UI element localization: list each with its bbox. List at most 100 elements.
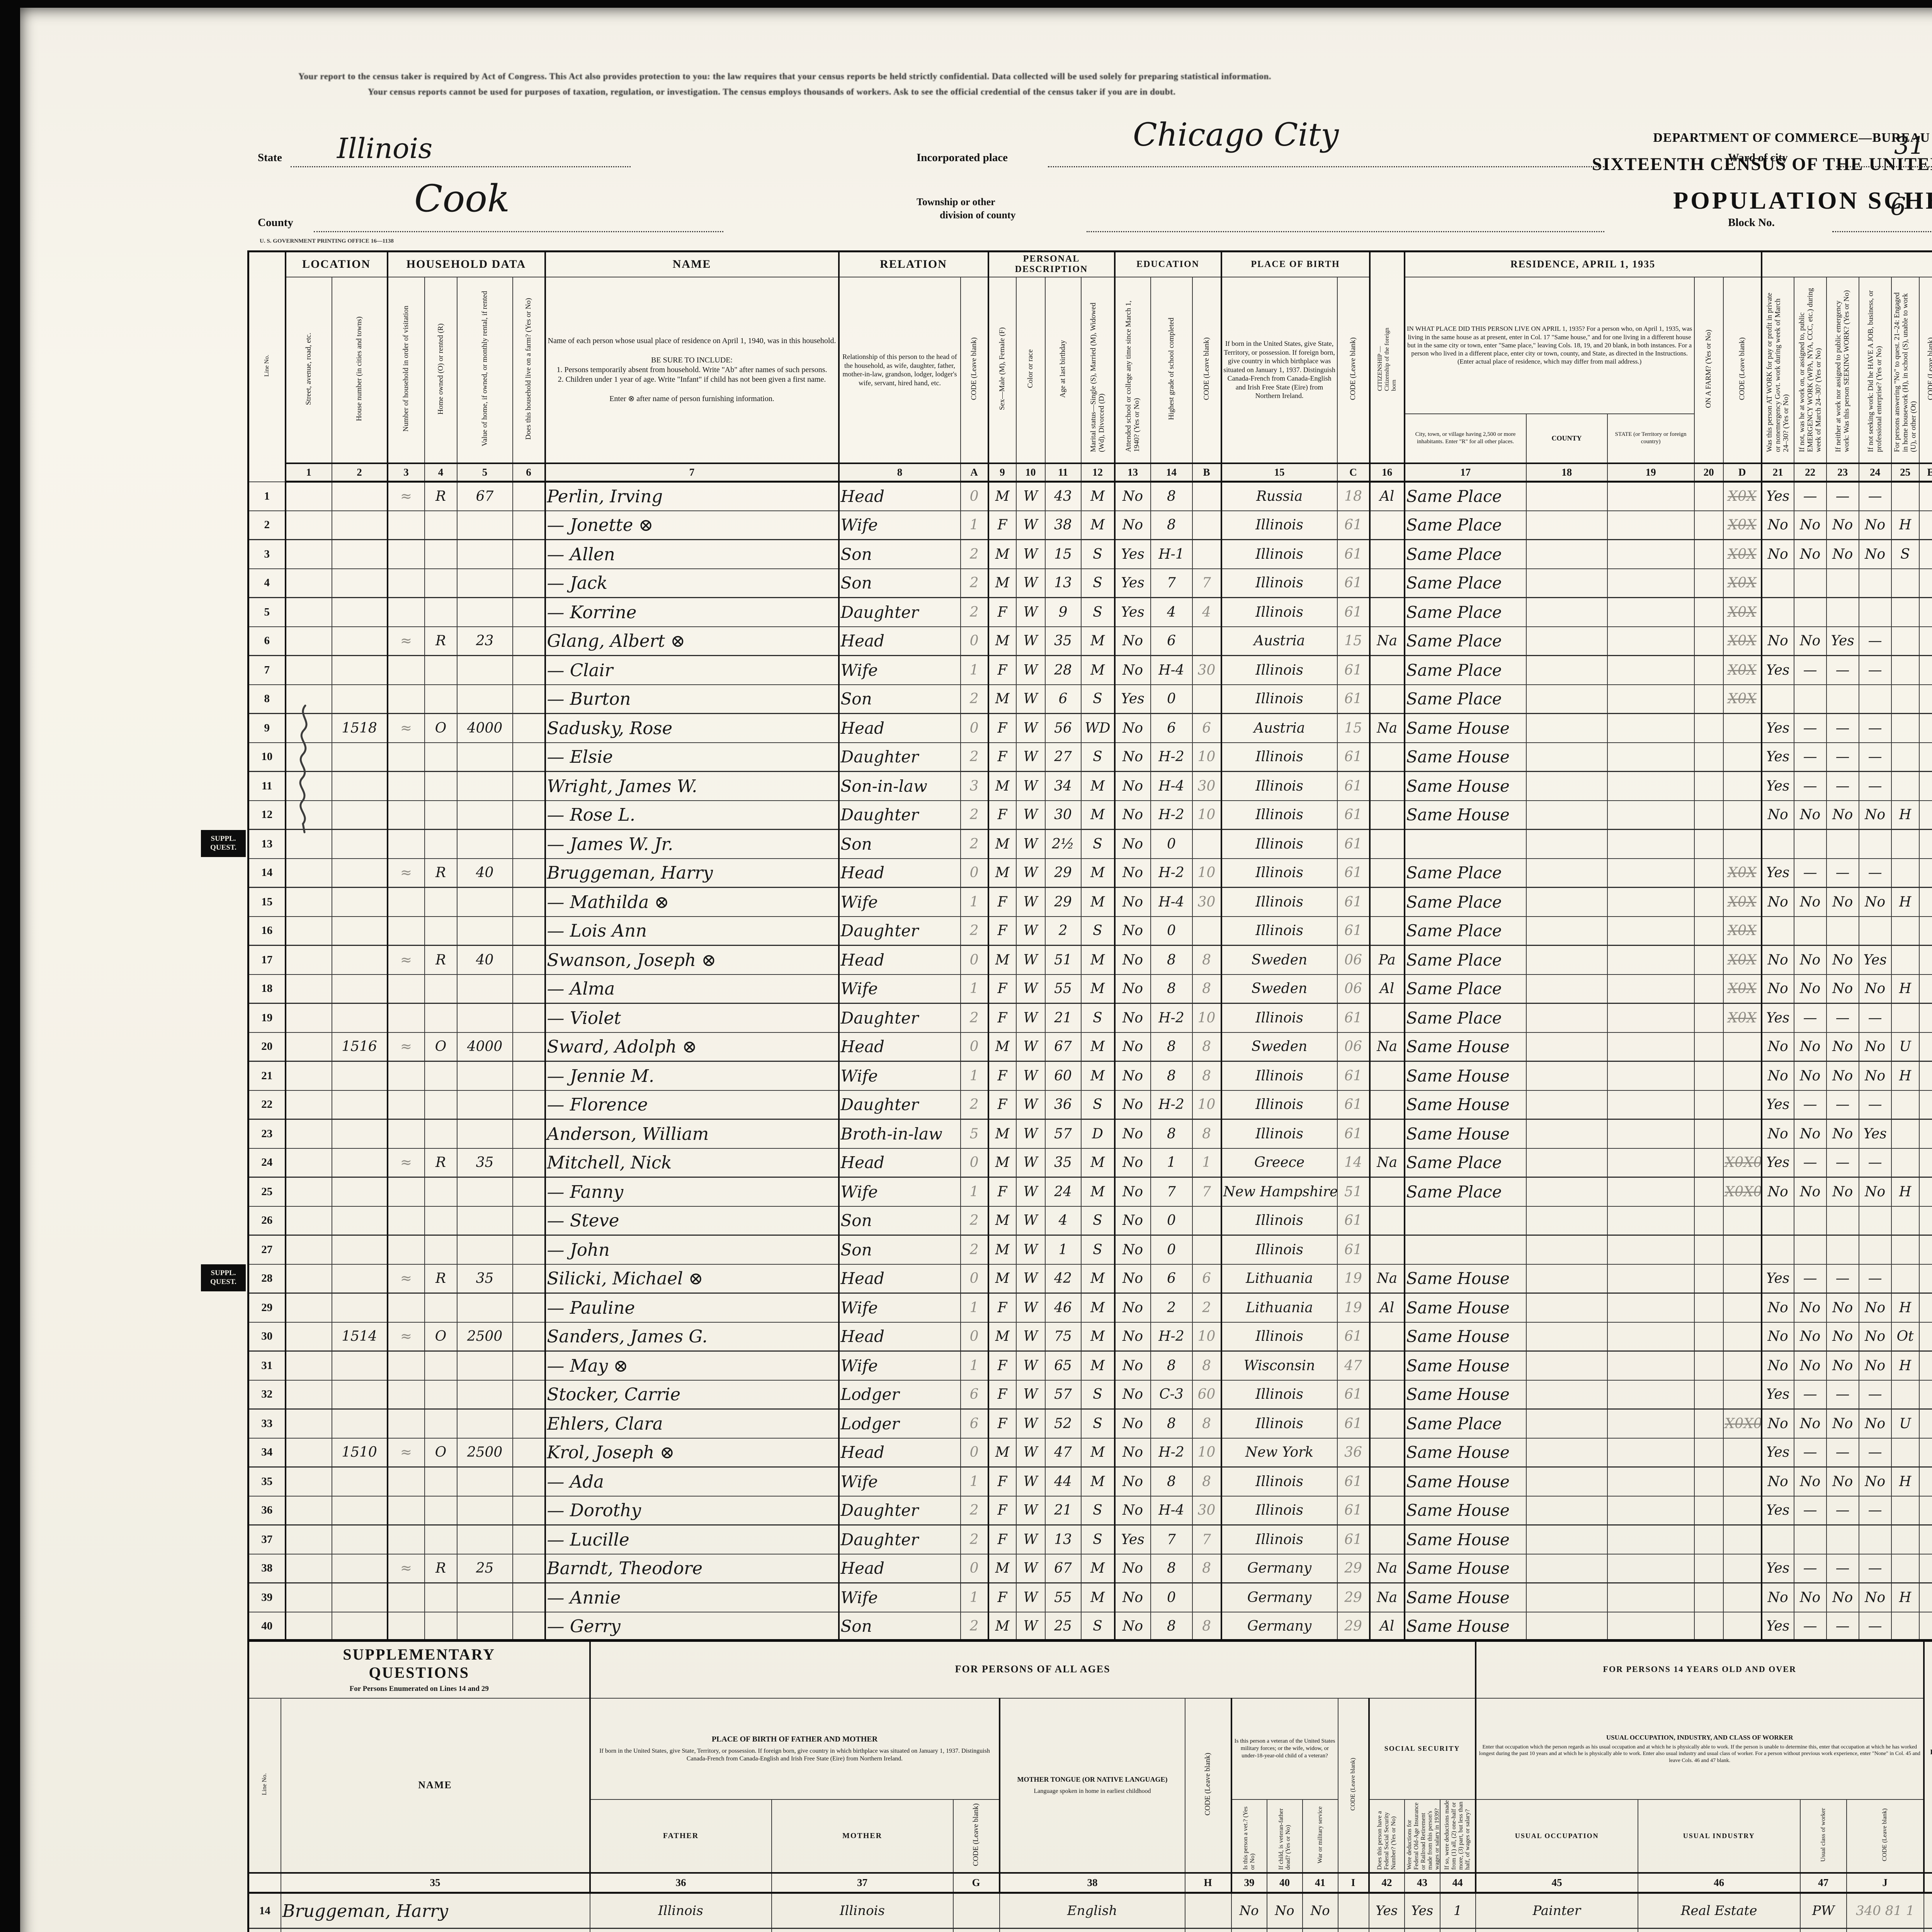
- entry-cell[interactable]: 06: [1337, 945, 1370, 975]
- entry-cell[interactable]: 0: [1150, 829, 1193, 859]
- entry-cell[interactable]: —: [1858, 1148, 1892, 1178]
- residence-1935[interactable]: Same Place: [1403, 597, 1527, 627]
- entry-cell[interactable]: No: [1114, 1264, 1151, 1294]
- entry-cell[interactable]: 2: [960, 1495, 989, 1526]
- entry-cell[interactable]: W: [1015, 481, 1046, 511]
- supp-entry-cell[interactable]: No: [1404, 1928, 1440, 1932]
- entry-cell[interactable]: No: [1114, 945, 1151, 975]
- entry-cell[interactable]: Yes: [1114, 597, 1151, 627]
- residence-1935[interactable]: Same House: [1403, 713, 1527, 743]
- entry-cell[interactable]: M: [1080, 858, 1115, 888]
- person-name[interactable]: — Jennie M.: [544, 1061, 839, 1091]
- entry-cell[interactable]: 2: [960, 1611, 989, 1641]
- entry-cell[interactable]: —: [1826, 742, 1859, 772]
- relation[interactable]: Broth-in-law: [838, 1119, 961, 1149]
- entry-cell[interactable]: —: [1793, 1553, 1827, 1583]
- entry-cell[interactable]: 65: [1044, 1350, 1082, 1381]
- entry-cell[interactable]: No: [1858, 800, 1892, 830]
- supp-entry-cell[interactable]: Painter: [1475, 1892, 1638, 1929]
- entry-cell[interactable]: 8: [1192, 1119, 1222, 1149]
- entry-cell[interactable]: No: [1114, 1611, 1151, 1641]
- entry-cell[interactable]: X0X: [1723, 481, 1762, 511]
- entry-cell[interactable]: Na: [1369, 1264, 1405, 1294]
- residence-1935[interactable]: Same House: [1403, 1090, 1527, 1120]
- entry-cell[interactable]: W: [1015, 742, 1046, 772]
- entry-cell[interactable]: 18: [1337, 481, 1370, 511]
- entry-cell[interactable]: Sweden: [1220, 945, 1338, 975]
- entry-cell[interactable]: —: [1793, 713, 1827, 743]
- entry-cell[interactable]: No: [1114, 916, 1151, 946]
- entry-cell[interactable]: M: [1080, 771, 1115, 801]
- residence-1935[interactable]: Same House: [1403, 1379, 1527, 1410]
- entry-cell[interactable]: W: [1015, 1408, 1046, 1439]
- entry-cell[interactable]: 61: [1337, 1206, 1370, 1236]
- entry-cell[interactable]: H-2: [1150, 1321, 1193, 1352]
- entry-cell[interactable]: No: [1760, 1582, 1794, 1612]
- entry-cell[interactable]: 19: [1337, 1264, 1370, 1294]
- entry-cell[interactable]: No: [1114, 1582, 1151, 1612]
- entry-cell[interactable]: No: [1793, 1177, 1827, 1207]
- entry-cell[interactable]: ≈: [386, 1437, 425, 1468]
- supp-entry-cell[interactable]: Lithuanian: [999, 1928, 1185, 1932]
- entry-cell[interactable]: 61: [1337, 655, 1370, 685]
- entry-cell[interactable]: —: [1858, 1379, 1892, 1410]
- entry-cell[interactable]: M: [987, 1235, 1017, 1265]
- relation[interactable]: Wife: [838, 1466, 961, 1497]
- entry-cell[interactable]: 35: [1044, 1148, 1082, 1178]
- entry-cell[interactable]: W: [1015, 1524, 1046, 1554]
- entry-cell[interactable]: Lithuania: [1220, 1293, 1338, 1323]
- entry-cell[interactable]: M: [987, 1611, 1017, 1641]
- entry-cell[interactable]: No: [1114, 1466, 1151, 1497]
- entry-cell[interactable]: Na: [1369, 626, 1405, 656]
- entry-cell[interactable]: —: [1858, 1264, 1892, 1294]
- entry-cell[interactable]: No: [1826, 1061, 1859, 1091]
- entry-cell[interactable]: No: [1826, 539, 1859, 569]
- entry-cell[interactable]: 23: [456, 626, 513, 656]
- entry-cell[interactable]: 2: [960, 829, 989, 859]
- entry-cell[interactable]: 2: [960, 1206, 989, 1236]
- entry-cell[interactable]: F: [987, 1466, 1017, 1497]
- entry-cell[interactable]: F: [987, 1495, 1017, 1526]
- entry-cell[interactable]: 38: [1044, 510, 1082, 540]
- entry-cell[interactable]: —: [1858, 713, 1892, 743]
- residence-1935[interactable]: Same Place: [1403, 916, 1527, 946]
- entry-cell[interactable]: 10: [1192, 742, 1222, 772]
- entry-cell[interactable]: 1: [960, 1293, 989, 1323]
- entry-cell[interactable]: No: [1114, 1206, 1151, 1236]
- relation[interactable]: Daughter: [838, 597, 961, 627]
- entry-cell[interactable]: 1510: [331, 1437, 388, 1468]
- entry-cell[interactable]: —: [1826, 1090, 1859, 1120]
- entry-cell[interactable]: Yes: [1760, 1148, 1794, 1178]
- residence-1935[interactable]: Same House: [1403, 1264, 1527, 1294]
- entry-cell[interactable]: M: [1080, 887, 1115, 917]
- entry-cell[interactable]: 61: [1337, 1119, 1370, 1149]
- entry-cell[interactable]: —: [1826, 1553, 1859, 1583]
- entry-cell[interactable]: —: [1793, 655, 1827, 685]
- entry-cell[interactable]: 25: [1044, 1611, 1082, 1641]
- entry-cell[interactable]: No: [1114, 1003, 1151, 1033]
- entry-cell[interactable]: —: [1826, 1148, 1859, 1178]
- entry-cell[interactable]: 44: [1044, 1466, 1082, 1497]
- entry-cell[interactable]: 6: [1150, 713, 1193, 743]
- residence-1935[interactable]: Same Place: [1403, 974, 1527, 1004]
- person-name[interactable]: — Violet: [544, 1003, 839, 1033]
- entry-cell[interactable]: 51: [1337, 1177, 1370, 1207]
- entry-cell[interactable]: 4000: [456, 1032, 513, 1062]
- entry-cell[interactable]: S: [1080, 1611, 1115, 1641]
- relation[interactable]: Wife: [838, 1350, 961, 1381]
- entry-cell[interactable]: M: [987, 771, 1017, 801]
- supp-entry-cell[interactable]: No: [1368, 1928, 1405, 1932]
- entry-cell[interactable]: No: [1114, 1090, 1151, 1120]
- entry-cell[interactable]: Greece: [1220, 1148, 1338, 1178]
- entry-cell[interactable]: 7: [1150, 1524, 1193, 1554]
- supp-entry-cell[interactable]: 1: [1439, 1892, 1476, 1929]
- entry-cell[interactable]: S: [1080, 1379, 1115, 1410]
- entry-cell[interactable]: H-1: [1150, 539, 1193, 569]
- entry-cell[interactable]: W: [1015, 1264, 1046, 1294]
- entry-cell[interactable]: New York: [1220, 1437, 1338, 1468]
- entry-cell[interactable]: W: [1015, 1061, 1046, 1091]
- entry-cell[interactable]: Yes: [1760, 1495, 1794, 1526]
- entry-cell[interactable]: 10: [1192, 1003, 1222, 1033]
- entry-cell[interactable]: F: [987, 1350, 1017, 1381]
- entry-cell[interactable]: W: [1015, 800, 1046, 830]
